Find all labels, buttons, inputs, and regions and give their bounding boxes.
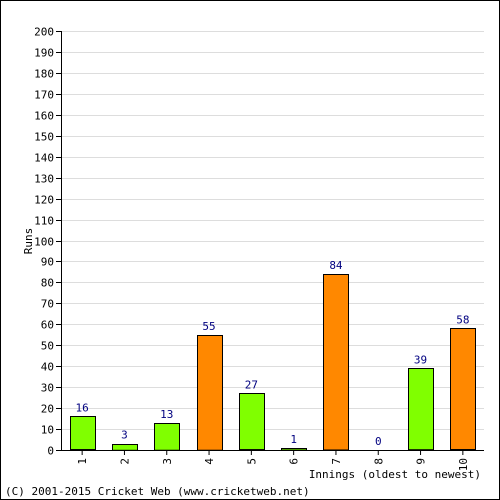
bar-10 [450, 328, 476, 451]
y-axis-label: Runs [22, 228, 35, 255]
value-label-8: 0 [375, 435, 382, 448]
y-tick-label: 80 [41, 277, 54, 290]
bar-9 [408, 368, 434, 451]
x-tick-label: 1 [76, 458, 89, 465]
value-label-3: 13 [160, 408, 173, 421]
value-label-4: 55 [202, 320, 215, 333]
footer-credit: (C) 2001-2015 Cricket Web (www.cricketwe… [5, 485, 310, 498]
bar-4 [197, 335, 223, 451]
value-label-9: 39 [414, 353, 427, 366]
label-layer: 16 3 13 55 27 1 84 0 39 58 [76, 259, 470, 448]
y-tick-label: 160 [34, 110, 54, 123]
bar-2 [112, 444, 138, 451]
value-label-7: 84 [329, 259, 343, 272]
bar-3 [154, 423, 180, 451]
y-tick-label: 20 [41, 403, 54, 416]
x-tick-label: 10 [457, 458, 470, 471]
bar-6 [281, 448, 307, 451]
bar-5 [239, 393, 265, 451]
x-tick-label: 6 [288, 458, 301, 465]
x-tick-label: 3 [161, 458, 174, 465]
x-axis-label: Innings (oldest to newest) [309, 468, 481, 481]
x-tick-label: 7 [330, 458, 343, 465]
bar-7 [323, 274, 349, 451]
value-label-2: 3 [121, 429, 128, 442]
value-label-6: 1 [290, 433, 297, 446]
y-tick-label: 60 [41, 319, 54, 332]
y-tick-label: 30 [41, 382, 54, 395]
y-tick-label: 90 [41, 256, 54, 269]
y-tick-label: 110 [34, 215, 54, 228]
bar-1 [70, 416, 96, 451]
grid-layer [61, 31, 484, 430]
y-tick-label: 130 [34, 173, 54, 186]
y-tick-label: 50 [41, 340, 54, 353]
y-tick-label: 10 [41, 424, 54, 437]
axis-layer: 0102030405060708090100110120130140150160… [34, 26, 484, 471]
x-tick-label: 4 [203, 458, 216, 465]
y-tick-label: 40 [41, 361, 54, 374]
x-tick-label: 5 [245, 458, 258, 465]
value-label-5: 27 [245, 378, 258, 391]
y-tick-label: 170 [34, 89, 54, 102]
y-tick-label: 100 [34, 236, 54, 249]
value-label-10: 58 [456, 313, 469, 326]
y-tick-label: 70 [41, 298, 54, 311]
y-tick-label: 140 [34, 152, 54, 165]
x-tick-label: 8 [372, 458, 385, 465]
value-label-1: 16 [76, 401, 89, 414]
y-tick-label: 120 [34, 194, 54, 207]
y-tick-label: 190 [34, 47, 54, 60]
y-tick-label: 0 [47, 445, 54, 458]
bar-layer [70, 274, 476, 451]
y-tick-label: 180 [34, 68, 54, 81]
x-tick-label: 9 [415, 458, 428, 465]
y-tick-label: 200 [34, 26, 54, 39]
x-tick-label: 2 [118, 458, 131, 465]
y-tick-label: 150 [34, 131, 54, 144]
